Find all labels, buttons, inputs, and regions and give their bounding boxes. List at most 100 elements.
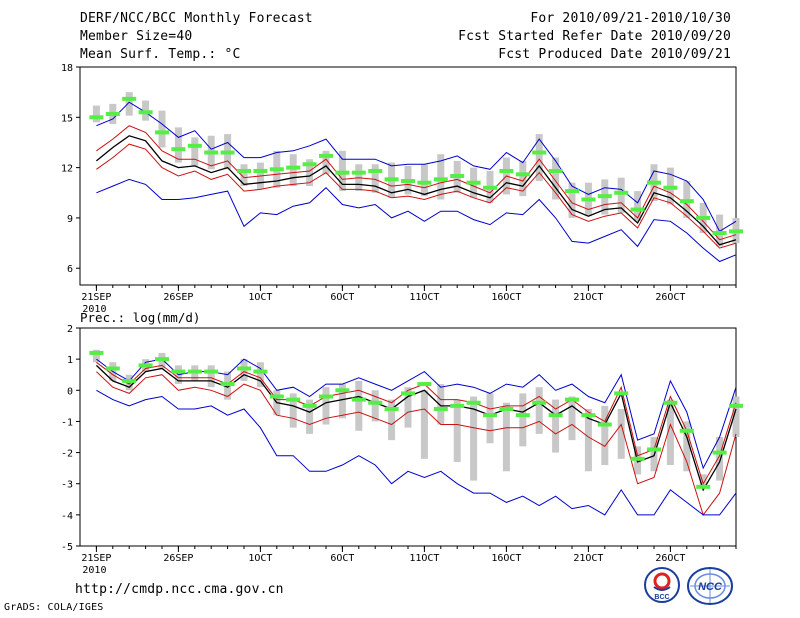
- forecast-period: For 2010/09/21-2010/10/30: [530, 11, 731, 26]
- prec-spread-box: [568, 396, 576, 441]
- produced-date: Fcst Produced Date 2010/09/21: [498, 47, 731, 62]
- prec-median-mark: [565, 397, 579, 402]
- prec-median-mark: [647, 447, 661, 452]
- prec-xtick-label: 11OCT: [409, 553, 439, 564]
- temp-ytick-label: 6: [67, 264, 73, 275]
- temp-median-mark: [696, 215, 711, 220]
- temp-spread-box: [568, 182, 576, 218]
- prec-ytick-label: -3: [61, 480, 73, 491]
- temp-xtick-label: 6OCT: [330, 292, 354, 303]
- prec-xtick-label: 26SEP: [163, 553, 193, 564]
- temp-median-mark: [532, 150, 547, 155]
- temp-spread-box: [306, 159, 314, 187]
- prec-median-mark: [614, 391, 629, 396]
- temp-ytick-label: 12: [61, 164, 73, 175]
- prec-ytick-label: 2: [67, 324, 73, 335]
- prec-spread-box: [584, 408, 592, 472]
- temp-spread-box: [634, 191, 642, 222]
- temp-median-mark: [122, 96, 137, 101]
- prec-spread-box: [519, 393, 527, 447]
- prec-plot-frame: [79, 327, 737, 547]
- temp-median-mark: [515, 172, 530, 177]
- temp-median-mark: [335, 170, 350, 175]
- prec-ytick-label: 0: [67, 386, 73, 397]
- temp-median-mark: [647, 180, 661, 185]
- prec-median-mark: [171, 369, 186, 374]
- prec-median-mark: [663, 400, 678, 405]
- prec-spread-box: [486, 393, 494, 444]
- prec-median-mark: [515, 413, 530, 418]
- temperature-panel: 6 9 12 15 18 21SEP 26SEP 1OCT 6OCT 11OCT 16OCT 21OC…: [61, 63, 743, 315]
- prec-median-mark: [155, 357, 169, 362]
- temp-median-mark: [483, 185, 497, 190]
- temp-median-mark: [237, 168, 251, 173]
- temp-median-mark: [679, 199, 694, 204]
- prec-spread-box: [535, 387, 543, 434]
- prec-spread-box: [732, 396, 740, 437]
- temp-median-mark: [302, 162, 317, 167]
- prec-ytick-label: -5: [61, 542, 73, 553]
- prec-series-upper: [96, 361, 737, 485]
- agency-logos: BCC NCC: [644, 567, 733, 605]
- temp-median-mark: [89, 115, 104, 120]
- prec-median-mark: [532, 400, 547, 405]
- temp-spread-box: [92, 105, 100, 123]
- prec-xtick-label: 21OCT: [573, 553, 603, 564]
- temp-median-mark: [319, 153, 333, 158]
- prec-median-mark: [384, 406, 399, 411]
- temp-median-mark: [663, 185, 678, 190]
- temp-ytick-label: 18: [61, 63, 73, 74]
- temp-spread-box: [371, 164, 379, 193]
- prec-series-min: [96, 389, 737, 516]
- temp-median-mark: [499, 168, 514, 173]
- temp-median-mark: [565, 189, 579, 194]
- prec-median-mark: [466, 400, 481, 405]
- source-url[interactable]: http://cmdp.ncc.cma.gov.cn: [75, 582, 284, 597]
- grads-credit: GrADS: COLA/IGES: [4, 602, 104, 613]
- precipitation-panel: -5 -4 -3 -2 -1 0 1 2 21SEP 26SEP 1OCT 6OCT 11OCT 16OC…: [61, 310, 743, 576]
- temp-median-mark: [433, 177, 448, 182]
- prec-spread-box: [437, 384, 445, 425]
- prec-median-mark: [237, 366, 251, 371]
- prec-median-mark: [630, 456, 645, 461]
- prec-median-mark: [597, 422, 612, 427]
- temp-spread-box: [519, 160, 527, 197]
- prec-xtick-label: 26OCT: [655, 553, 685, 564]
- prec-median-mark: [712, 450, 727, 455]
- prec-median-mark: [105, 366, 120, 371]
- temp-median-mark: [581, 197, 596, 202]
- prec-ytick-label: -4: [61, 511, 73, 522]
- temp-xtick-label: 21SEP: [81, 292, 111, 303]
- prec-spread-box: [683, 421, 691, 472]
- prec-spread-box: [322, 387, 330, 425]
- temp-median-mark: [253, 168, 268, 173]
- prec-median-mark: [729, 403, 743, 408]
- ncc-logo: NCC: [687, 567, 733, 605]
- prec-xtick-label: 16OCT: [491, 553, 521, 564]
- prec-spread-box: [207, 365, 215, 388]
- prec-spread-box: [453, 399, 461, 462]
- temp-median-mark: [368, 168, 383, 173]
- prec-median-mark: [335, 388, 350, 393]
- prec-ytick-label: -1: [61, 417, 73, 428]
- prec-xtick-label: 1OCT: [248, 553, 272, 564]
- temp-series-lower: [96, 143, 737, 249]
- prec-median-mark: [220, 382, 235, 387]
- prec-median-mark: [401, 391, 415, 396]
- temp-median-mark: [220, 150, 235, 155]
- temp-series-min: [96, 178, 737, 263]
- prec-panel-title: Prec.: log(mm/d): [80, 310, 200, 325]
- temp-median-mark: [614, 190, 629, 195]
- temp-median-mark: [597, 194, 612, 199]
- prec-spread-box: [420, 390, 428, 459]
- prec-median-mark: [433, 406, 448, 411]
- temp-median-mark: [155, 130, 169, 135]
- temp-spread-box: [191, 137, 199, 166]
- temp-series-mean: [95, 135, 737, 246]
- prec-spread-box: [289, 393, 297, 428]
- temp-spread-box: [158, 110, 166, 148]
- temp-spread-box: [552, 157, 560, 200]
- temp-xtick-label: 26SEP: [163, 292, 193, 303]
- prec-spread-box: [306, 399, 314, 434]
